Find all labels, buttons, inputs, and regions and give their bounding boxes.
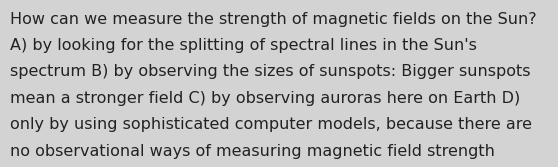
- Text: only by using sophisticated computer models, because there are: only by using sophisticated computer mod…: [10, 117, 532, 132]
- Text: spectrum B) by observing the sizes of sunspots: Bigger sunspots: spectrum B) by observing the sizes of su…: [10, 64, 531, 79]
- Text: no observational ways of measuring magnetic field strength: no observational ways of measuring magne…: [10, 144, 495, 159]
- Text: mean a stronger field C) by observing auroras here on Earth D): mean a stronger field C) by observing au…: [10, 91, 520, 106]
- Text: How can we measure the strength of magnetic fields on the Sun?: How can we measure the strength of magne…: [10, 12, 537, 27]
- Text: A) by looking for the splitting of spectral lines in the Sun's: A) by looking for the splitting of spect…: [10, 38, 477, 53]
